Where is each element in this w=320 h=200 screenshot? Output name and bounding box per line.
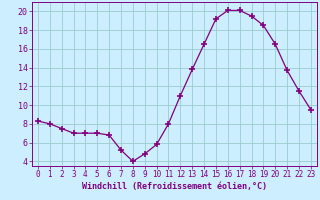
- X-axis label: Windchill (Refroidissement éolien,°C): Windchill (Refroidissement éolien,°C): [82, 182, 267, 191]
